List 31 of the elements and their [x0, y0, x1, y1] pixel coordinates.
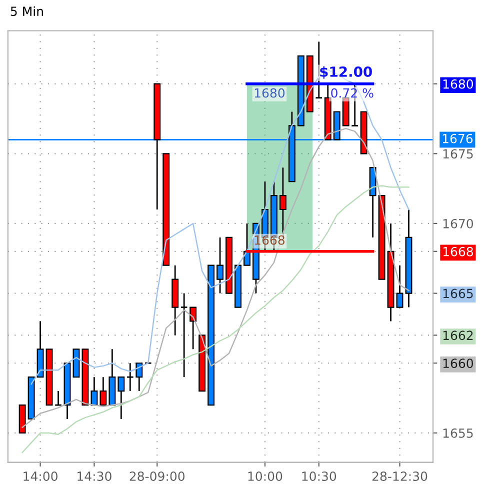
candlestick [180, 292, 188, 378]
candlestick [90, 376, 98, 406]
y-tick-label: 1660 [443, 358, 474, 368]
x-tick-label: 14:30 [78, 472, 112, 481]
x-tick-label: 10:00 [248, 472, 282, 481]
candlestick [190, 306, 197, 350]
annotation: 0.72 % [331, 88, 374, 98]
candlestick [100, 376, 107, 406]
y-tick-label: 1662 [443, 330, 473, 340]
chart-title: 5 Min [10, 6, 43, 16]
candlestick [118, 376, 125, 420]
y-tick-label: 1670 [443, 218, 474, 228]
annotation: 1668 [254, 235, 284, 245]
y-tick-label: 1665 [443, 288, 473, 298]
x-tick-label: 10:30 [302, 472, 336, 481]
candlestick [216, 236, 224, 294]
y-tick-label: 1680 [443, 79, 474, 89]
annotation: 1680 [254, 88, 285, 98]
ref-line-label: 1676 [442, 134, 473, 144]
line-series [22, 128, 410, 428]
annotation: $12.00 [320, 66, 372, 79]
line-series [22, 185, 410, 454]
x-tick-label: 28-12:30 [372, 472, 428, 481]
candlestick [396, 264, 404, 308]
y-tick-label: 1675 [443, 149, 473, 159]
y-tick-label: 1655 [443, 428, 473, 438]
candlestick [126, 362, 134, 392]
y-tick-label: 1668 [443, 246, 473, 256]
x-tick-label: 28-09:00 [130, 472, 185, 481]
candlestick [136, 362, 143, 392]
x-tick-label: 14:00 [24, 472, 58, 481]
